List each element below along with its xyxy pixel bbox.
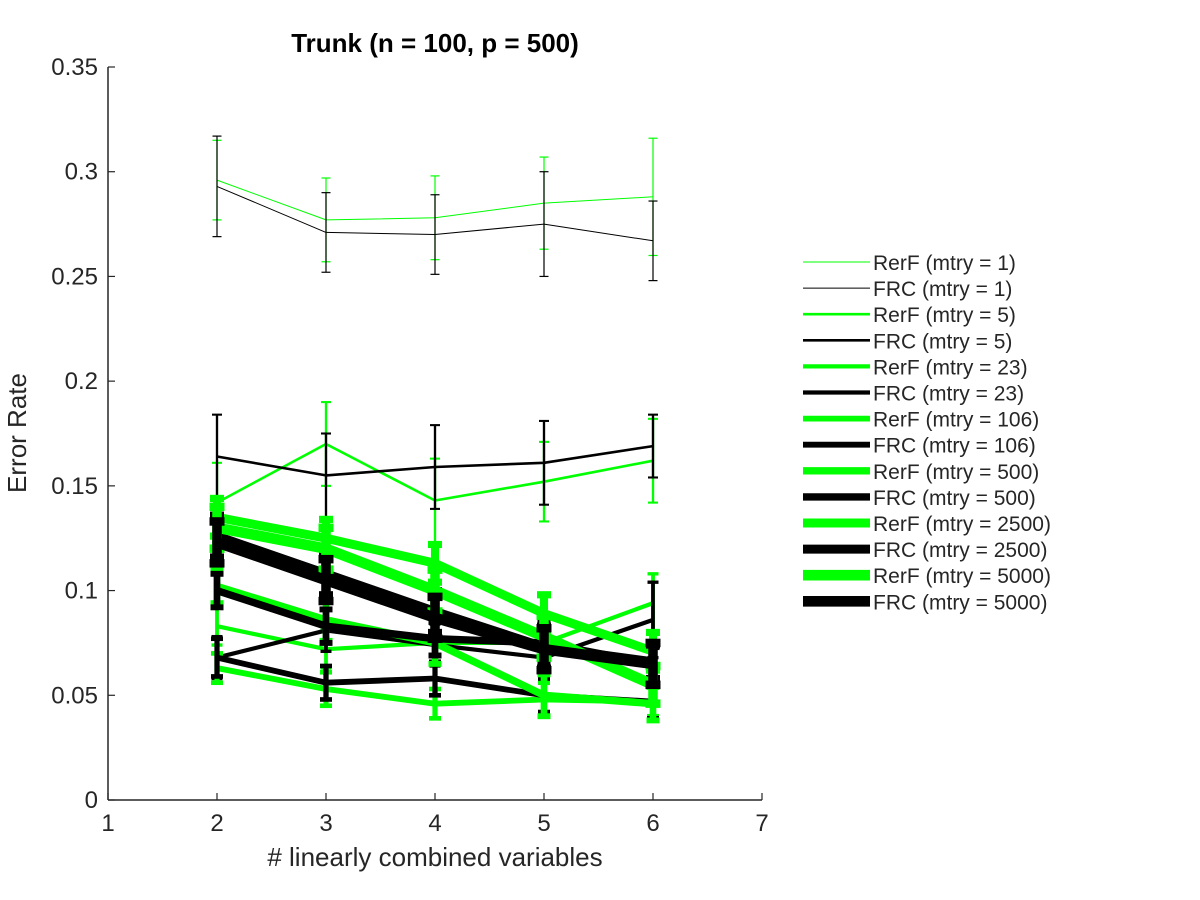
x-tick-label: 5: [537, 810, 550, 837]
tick-layer: 0 0.05 0.1 0.15 0.2 0.25 0.3 0.35 1 2 3 4 5 6 7: [51, 54, 768, 837]
y-tick-label: 0.1: [65, 578, 98, 605]
legend-label: RerF (mtry = 5000): [873, 565, 1051, 588]
x-tick-label: 6: [646, 810, 659, 837]
y-tick-label: 0.35: [51, 54, 98, 81]
legend-label: RerF (mtry = 23): [873, 356, 1028, 379]
legend-label: FRC (mtry = 500): [873, 487, 1036, 510]
legend-label: FRC (mtry = 106): [873, 435, 1036, 458]
series-1: [212, 135, 658, 282]
series-13: [209, 517, 661, 690]
y-tick-label: 0: [85, 787, 98, 814]
legend-label: FRC (mtry = 1): [873, 278, 1012, 301]
x-tick-label: 2: [210, 810, 223, 837]
y-tick-label: 0.3: [65, 159, 98, 186]
legend-label: RerF (mtry = 2500): [873, 513, 1051, 536]
y-tick-label: 0.05: [51, 682, 98, 709]
y-tick-label: 0.15: [51, 473, 98, 500]
legend-label: FRC (mtry = 5000): [873, 591, 1047, 614]
legend-label: FRC (mtry = 23): [873, 383, 1024, 406]
legend: RerF (mtry = 1) FRC (mtry = 1) RerF (mtry …: [803, 252, 1051, 614]
y-tick-label: 0.2: [65, 368, 98, 395]
legend-label: RerF (mtry = 1): [873, 252, 1016, 275]
legend-label: RerF (mtry = 106): [873, 409, 1039, 432]
legend-label: FRC (mtry = 2500): [873, 539, 1047, 562]
y-axis-label: Error Rate: [2, 373, 32, 493]
chart-title: Trunk (n = 100, p = 500): [291, 28, 579, 58]
x-axis-label: # linearly combined variables: [267, 842, 602, 872]
series-3: [212, 413, 658, 519]
y-tick-label: 0.25: [51, 263, 98, 290]
series-layer: [209, 135, 661, 724]
x-tick-label: 7: [755, 810, 768, 837]
legend-label: RerF (mtry = 500): [873, 461, 1039, 484]
x-tick-label: 1: [101, 810, 114, 837]
x-tick-label: 3: [319, 810, 332, 837]
x-tick-label: 4: [428, 810, 441, 837]
legend-label: RerF (mtry = 5): [873, 304, 1016, 327]
legend-label: FRC (mtry = 5): [873, 330, 1012, 353]
